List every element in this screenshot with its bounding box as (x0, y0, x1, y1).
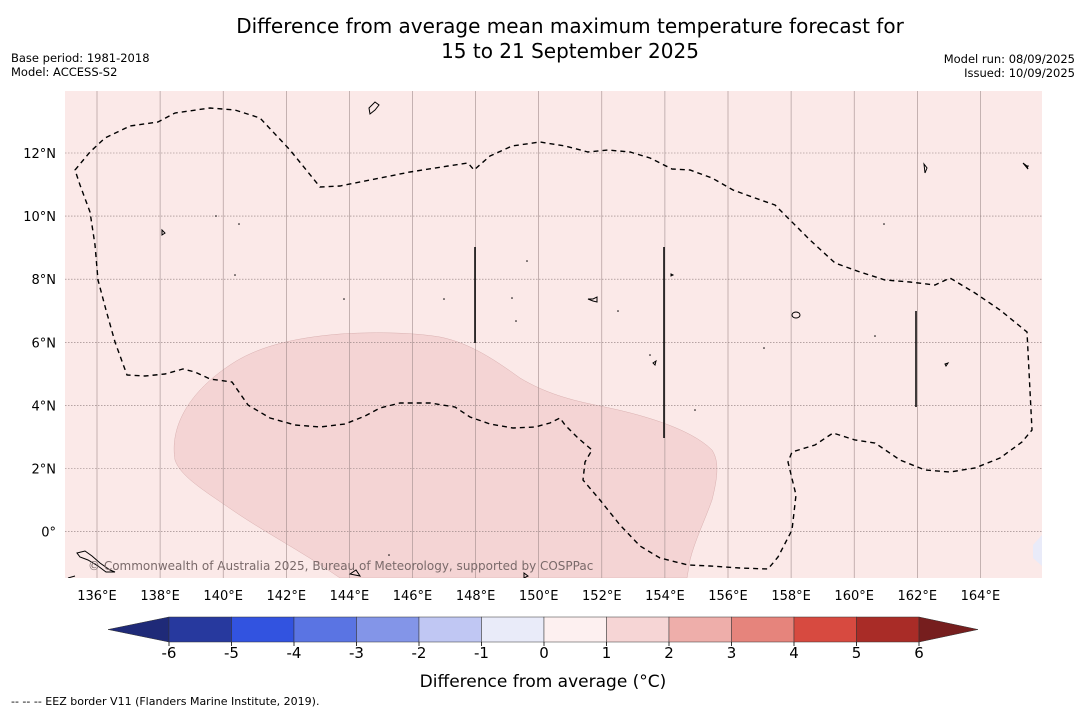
title-line-1: Difference from average mean maximum tem… (236, 14, 904, 38)
longitude-label: 164°E (961, 589, 1001, 604)
colorbar-over-arrow (918, 616, 979, 643)
colorbar-tick-label: -2 (412, 644, 427, 662)
latitude-label: 4°N (32, 399, 57, 414)
colorbar-tick-labels: -6 -5 -4 -3 -2 -1 0 1 2 3 4 5 6 (162, 642, 924, 662)
eez-border (74, 107, 1033, 570)
colorbar (107, 616, 979, 643)
colorbar-segment (793, 616, 857, 643)
base-period: Base period: 1981-2018 (11, 51, 150, 65)
colorbar-segment (668, 616, 732, 643)
longitude-label: 160°E (834, 589, 874, 604)
longitude-label: 156°E (708, 589, 748, 604)
colorbar-under-arrow (107, 616, 170, 643)
model-run: Model run: 08/09/2025 (943, 52, 1075, 66)
longitude-label: 136°E (77, 589, 117, 604)
colorbar-tick-label: 0 (539, 644, 549, 662)
colorbar-segment (168, 616, 232, 643)
colorbar-tick-label: 2 (664, 644, 674, 662)
title-line-2: 15 to 21 September 2025 (441, 39, 699, 63)
longitude-label: 146°E (393, 589, 433, 604)
longitude-label: 148°E (456, 589, 496, 604)
cool-patch (1033, 535, 1042, 566)
latitude-label: 12°N (23, 147, 56, 162)
colorbar-tick-label: -5 (224, 644, 239, 662)
colorbar-label: Difference from average (°C) (420, 672, 667, 692)
issued-date: Issued: 10/09/2025 (964, 66, 1075, 80)
colorbar-segment (543, 616, 607, 643)
longitude-label: 152°E (582, 589, 622, 604)
colorbar-segment (481, 616, 545, 643)
model-name: Model: ACCESS-S2 (11, 65, 118, 79)
colorbar-segment (231, 616, 295, 643)
colorbar-tick-label: -4 (287, 644, 302, 662)
longitude-label: 138°E (140, 589, 180, 604)
colorbar-segment (856, 616, 920, 643)
colorbar-tick-label: 6 (914, 644, 924, 662)
colorbar-segment (293, 616, 357, 643)
copyright-text: © Commonwealth of Australia 2025, Bureau… (88, 559, 593, 573)
longitude-label: 144°E (330, 589, 370, 604)
meta-right: Model run: 08/09/2025 Issued: 10/09/2025 (944, 52, 1075, 80)
anomaly-patch (173, 332, 718, 578)
latitude-label: 2°N (32, 463, 57, 478)
colorbar-segment (606, 616, 670, 643)
meta-left: Base period: 1981-2018 Model: ACCESS-S2 (11, 51, 150, 79)
latitude-label: 0° (41, 526, 56, 541)
colorbar-tick-label: -1 (474, 644, 489, 662)
eez-footnote: -- -- -- EEZ border V11 (Flanders Marine… (11, 695, 320, 708)
colorbar-tick-label: -3 (349, 644, 364, 662)
map-gridlines (65, 91, 1042, 578)
colorbar-tick-label: 1 (602, 644, 612, 662)
longitude-label: 158°E (771, 589, 811, 604)
atoll-dots (215, 165, 1029, 556)
colorbar-tick-label: 5 (852, 644, 862, 662)
longitude-label: 154°E (645, 589, 685, 604)
map-title: Difference from average mean maximum tem… (170, 14, 970, 64)
colorbar-tick-label: -6 (162, 644, 177, 662)
latitude-label: 6°N (32, 336, 57, 351)
colorbar-tick-label: 4 (789, 644, 799, 662)
longitude-label: 142°E (267, 589, 307, 604)
colorbar-segment (418, 616, 482, 643)
colorbar-segment (731, 616, 795, 643)
longitude-label: 150°E (519, 589, 559, 604)
latitude-label: 10°N (23, 210, 56, 225)
colorbar-tick-label: 3 (727, 644, 737, 662)
latitude-label: 8°N (32, 273, 57, 288)
longitude-labels: 136°E 138°E 140°E 142°E 144°E 146°E 148°E 150°E… (77, 589, 1000, 604)
islands (67, 101, 1029, 578)
latitude-labels: 12°N 10°N 8°N 6°N 4°N 2°N 0° (23, 147, 56, 541)
colorbar-segment (356, 616, 420, 643)
longitude-label: 140°E (203, 589, 243, 604)
longitude-label: 162°E (898, 589, 938, 604)
